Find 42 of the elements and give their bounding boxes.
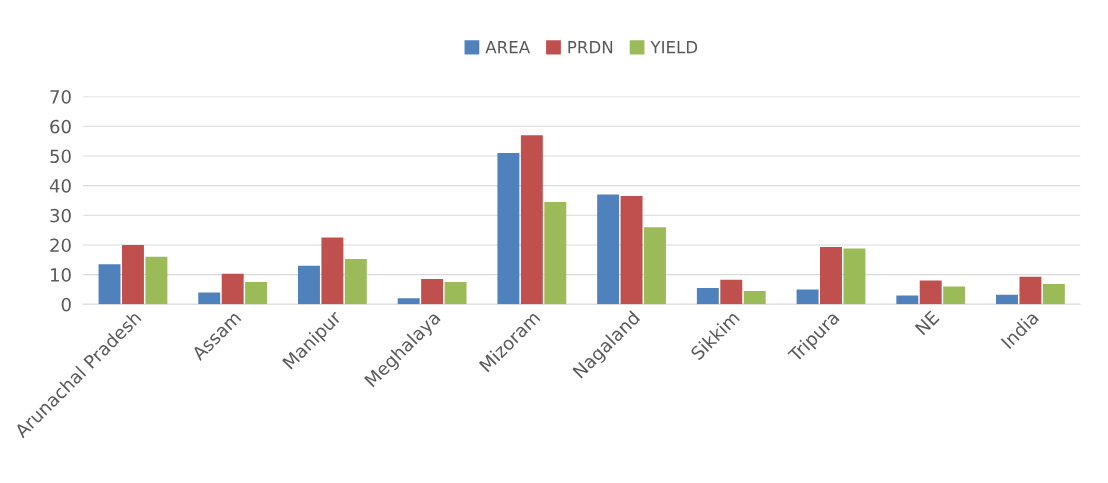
bar [421, 279, 444, 305]
y-tick-label: 10 [51, 268, 71, 282]
bar [497, 152, 520, 305]
bar [121, 244, 144, 305]
x-tick-label: NE [914, 310, 940, 336]
bar [943, 286, 966, 305]
bar [820, 247, 842, 305]
y-tick-label: 20 [50, 238, 71, 253]
bar [245, 282, 268, 305]
legend-label: PRDN [568, 41, 613, 54]
bar [397, 298, 420, 305]
bar [145, 256, 168, 305]
y-tick-label: 60 [50, 119, 71, 134]
bar [743, 290, 766, 305]
bar [298, 265, 320, 305]
bar [198, 292, 221, 305]
bar [444, 282, 467, 305]
y-tick-label: 40 [49, 179, 71, 193]
bar [221, 273, 244, 305]
bar [896, 295, 919, 305]
y-tick-label: 50 [50, 149, 71, 164]
bar [344, 258, 367, 305]
bar [843, 248, 866, 305]
bar [1042, 284, 1065, 305]
bar [620, 195, 643, 305]
bar [996, 294, 1018, 305]
bar [597, 194, 620, 305]
y-tick-label: 0 [61, 297, 71, 312]
bar [98, 264, 121, 305]
bar [644, 227, 666, 305]
y-tick-label: 30 [50, 208, 71, 223]
bar [720, 279, 743, 305]
bar [544, 201, 567, 305]
bar [796, 289, 819, 305]
legend-label: YIELD [650, 41, 698, 54]
y-tick-label: 70 [50, 90, 71, 104]
bar [1019, 276, 1042, 305]
bar [520, 135, 543, 305]
bar [321, 237, 344, 305]
bar [919, 280, 942, 305]
bar [696, 287, 719, 305]
legend-label: AREA [485, 41, 531, 54]
